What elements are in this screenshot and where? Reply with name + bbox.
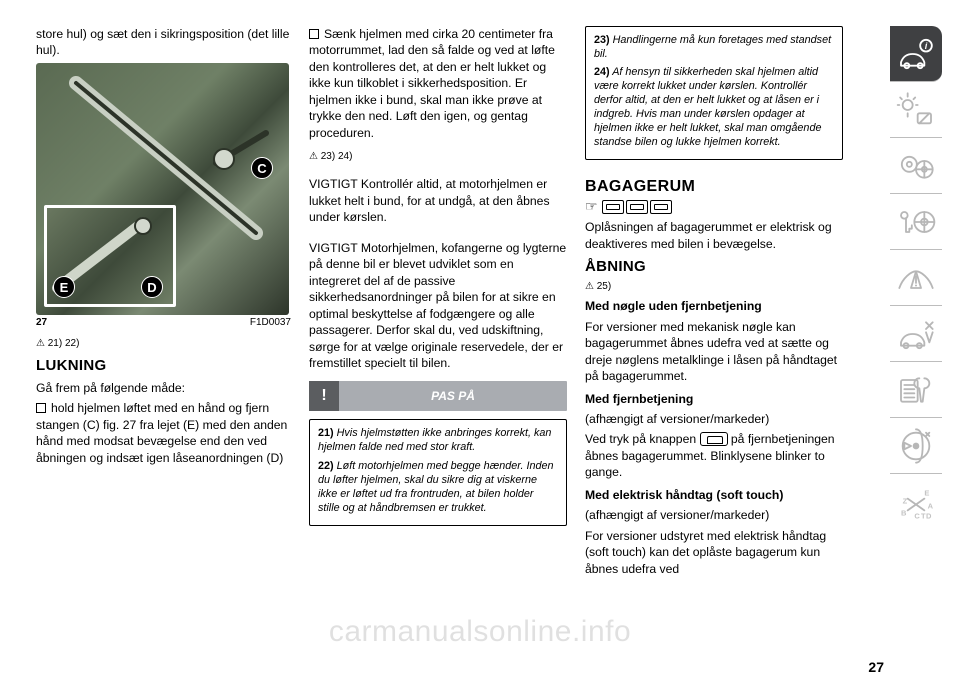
subheading-nogle: Med nøgle uden fjernbetjening bbox=[585, 298, 843, 314]
note-21-num: 21) bbox=[318, 427, 334, 439]
vehicle-pictogram-2 bbox=[626, 200, 648, 214]
paragraph-nogle: For versioner med mekanisk nøgle kan bag… bbox=[585, 319, 843, 385]
service-schedule-icon bbox=[896, 370, 936, 410]
page: store hul) og sæt den i sikringsposition… bbox=[0, 0, 960, 683]
warning-triangle-icon: ⚠ bbox=[309, 151, 318, 162]
note-box-23-24: 23) Handlingerne må kun foretages med st… bbox=[585, 26, 843, 160]
figure-caption-row: 27 F1D0037 bbox=[36, 317, 291, 328]
note-22: 22) Løft motorhjelmen med begge hænder. … bbox=[318, 459, 558, 515]
svg-text:Z: Z bbox=[903, 497, 908, 506]
callout-E: E bbox=[53, 276, 75, 298]
figure-27-engine-compartment: C E D bbox=[36, 63, 289, 315]
lukning-step-1-text: hold hjelmen løftet med en hånd og fjern… bbox=[36, 401, 287, 464]
col2-important-1: VIGTIGT Kontrollér altid, at motorhjelme… bbox=[309, 176, 567, 225]
sidebar-tab-vehicle-overview[interactable]: i bbox=[890, 26, 942, 82]
warning-triangle-icon: ⚠ bbox=[585, 281, 594, 292]
pictogram-row: ☞ bbox=[585, 198, 843, 215]
vehicle-pictograms bbox=[602, 200, 672, 214]
svg-text:C: C bbox=[914, 512, 920, 521]
figure-code: F1D0037 bbox=[250, 317, 291, 328]
hand-pointing-icon: ☞ bbox=[585, 198, 598, 215]
sidebar-tab-keys[interactable] bbox=[890, 194, 942, 250]
callout-D: D bbox=[141, 276, 163, 298]
col2-step-text: Sænk hjelmen med cirka 20 centimeter fra… bbox=[309, 27, 555, 140]
list-box-icon bbox=[36, 403, 46, 413]
note-22-text: Løft motorhjelmen med begge hænder. Inde… bbox=[318, 460, 553, 514]
list-box-icon bbox=[309, 29, 319, 39]
warn-refs-3: ⚠ 25) bbox=[585, 281, 843, 292]
section-tab-sidebar: i bbox=[890, 26, 942, 673]
svg-text:A: A bbox=[928, 502, 934, 511]
warn-refs-3-text: 25) bbox=[597, 281, 611, 292]
col2-important-2: VIGTIGT Motorhjelmen, kofangerne og lygt… bbox=[309, 240, 567, 372]
svg-text:i: i bbox=[925, 41, 928, 51]
svg-text:E: E bbox=[924, 488, 929, 497]
heading-lukning: LUKNING bbox=[36, 357, 291, 374]
content-columns: store hul) og sæt den i sikringsposition… bbox=[36, 26, 884, 673]
column-1: store hul) og sæt den i sikringsposition… bbox=[36, 26, 291, 673]
figure-inset: E D bbox=[44, 205, 176, 307]
sidebar-tab-warning-lights[interactable] bbox=[890, 250, 942, 306]
subheading-fjern: Med fjernbetjening bbox=[585, 391, 843, 407]
lukning-step-1: hold hjelmen løftet med en hånd og fjern… bbox=[36, 400, 291, 466]
subheading-soft-touch-paren: (afhængigt af versioner/markeder) bbox=[585, 507, 843, 523]
note-24-text: Af hensyn til sikkerheden skal hjelmen a… bbox=[594, 66, 821, 148]
heading-bagagerum: BAGAGERUM bbox=[585, 178, 843, 196]
col1-intro: store hul) og sæt den i sikringsposition… bbox=[36, 26, 291, 59]
key-steering-icon bbox=[896, 202, 936, 242]
sidebar-tab-safety[interactable] bbox=[890, 138, 942, 194]
paragraph-fjern: Ved tryk på knappen på fjernbetjeningen … bbox=[585, 431, 843, 480]
jack-tools-icon bbox=[896, 314, 936, 354]
dashboard-warning-icon bbox=[896, 258, 936, 298]
note-23-text: Handlingerne må kun foretages med stands… bbox=[594, 34, 831, 60]
car-info-icon: i bbox=[896, 34, 936, 74]
sidebar-tab-index[interactable]: Z E B A C T D bbox=[890, 474, 942, 530]
multimedia-icon bbox=[896, 426, 936, 466]
lights-wiper-icon bbox=[896, 90, 936, 130]
warning-triangle-icon: ⚠ bbox=[36, 338, 45, 349]
callout-C: C bbox=[251, 157, 273, 179]
warn-refs-2-text: 23) 24) bbox=[321, 151, 353, 162]
sidebar-tab-emergency[interactable] bbox=[890, 306, 942, 362]
sidebar-tab-lights[interactable] bbox=[890, 82, 942, 138]
paragraph-fjern-a: Ved tryk på knappen bbox=[585, 432, 700, 446]
exclamation-icon: ! bbox=[309, 381, 339, 411]
column-2: Sænk hjelmen med cirka 20 centimeter fra… bbox=[309, 26, 567, 673]
note-23-num: 23) bbox=[594, 34, 610, 46]
trunk-button-icon bbox=[700, 432, 728, 446]
warning-bar-label: PAS PÅ bbox=[339, 389, 567, 403]
note-22-num: 22) bbox=[318, 460, 334, 472]
svg-text:B: B bbox=[901, 508, 907, 517]
bagagerum-intro: Oplåsningen af bagagerummet er elektrisk… bbox=[585, 219, 843, 252]
figure-number: 27 bbox=[36, 317, 47, 328]
subheading-fjern-paren: (afhængigt af versioner/markeder) bbox=[585, 411, 843, 427]
page-number: 27 bbox=[868, 659, 884, 675]
warn-refs-2: ⚠ 23) 24) bbox=[309, 151, 567, 162]
col2-step: Sænk hjelmen med cirka 20 centimeter fra… bbox=[309, 26, 567, 141]
alphabetical-index-icon: Z E B A C T D bbox=[896, 482, 936, 522]
vehicle-pictogram-3 bbox=[650, 200, 672, 214]
sidebar-tab-multimedia[interactable] bbox=[890, 418, 942, 474]
lukning-intro: Gå frem på følgende måde: bbox=[36, 380, 291, 396]
vehicle-pictogram-1 bbox=[602, 200, 624, 214]
heading-abning: ÅBNING bbox=[585, 258, 843, 275]
subheading-soft-touch: Med elektrisk håndtag (soft touch) bbox=[585, 487, 843, 503]
column-3: 23) Handlingerne må kun foretages med st… bbox=[585, 26, 843, 673]
note-23: 23) Handlingerne må kun foretages med st… bbox=[594, 33, 834, 61]
warn-refs-1: ⚠ 21) 22) bbox=[36, 338, 291, 349]
sidebar-tab-maintenance[interactable] bbox=[890, 362, 942, 418]
warn-refs-1-text: 21) 22) bbox=[48, 338, 80, 349]
note-21: 21) Hvis hjelmstøtten ikke anbringes kor… bbox=[318, 426, 558, 454]
note-24: 24) Af hensyn til sikkerheden skal hjelm… bbox=[594, 65, 834, 149]
paragraph-soft-touch: For versioner udstyret med elektrisk hån… bbox=[585, 528, 843, 577]
svg-text:D: D bbox=[926, 512, 932, 521]
note-24-num: 24) bbox=[594, 66, 610, 78]
note-box-21-22: 21) Hvis hjelmstøtten ikke anbringes kor… bbox=[309, 419, 567, 525]
note-21-text: Hvis hjelmstøtten ikke anbringes korrekt… bbox=[318, 427, 551, 453]
airbag-steering-icon bbox=[896, 146, 936, 186]
warning-bar: ! PAS PÅ bbox=[309, 381, 567, 411]
